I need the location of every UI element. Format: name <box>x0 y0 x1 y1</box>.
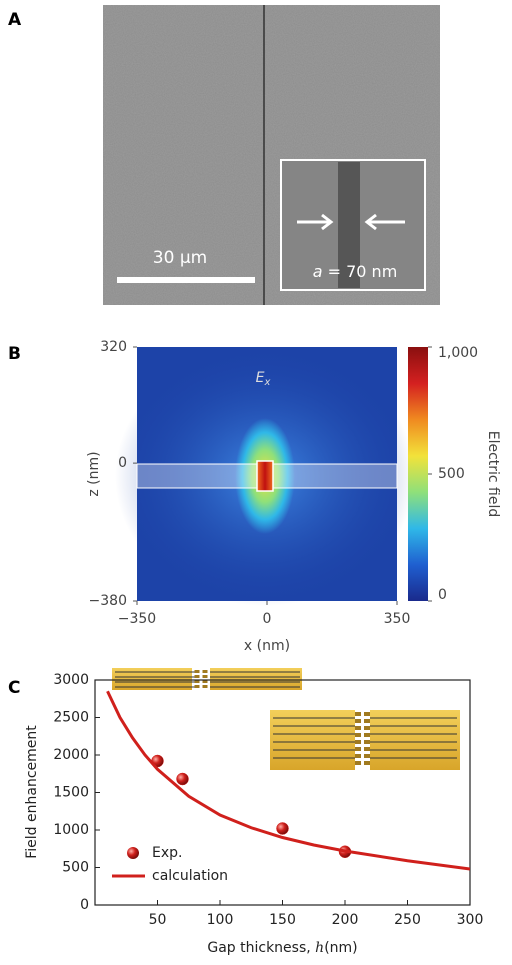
y-axis-label: z (nm) <box>86 451 102 496</box>
gap-atoms <box>355 712 370 768</box>
scale-bar <box>117 277 255 283</box>
x-tick-label: 300 <box>457 912 484 928</box>
x-label-unit: (nm) <box>324 940 357 956</box>
metal <box>210 668 302 690</box>
y-tick-label: 500 <box>62 860 89 876</box>
x-label-text: Gap thickness, <box>207 940 315 956</box>
x-axis-label: x (nm) <box>244 638 290 654</box>
x-tick-label: −350 <box>118 611 156 627</box>
x-tick-label: 50 <box>149 912 167 928</box>
colorbar-tick-label: 500 <box>438 466 465 482</box>
field-symbol: E <box>256 370 265 386</box>
y-axis-label: Field enhancement <box>24 725 40 859</box>
calculation-line <box>106 690 470 871</box>
x-tick-label: 100 <box>207 912 234 928</box>
x-tick-label: 150 <box>269 912 296 928</box>
data-point <box>176 772 189 786</box>
data-point <box>276 822 289 835</box>
colorbar <box>408 347 428 601</box>
arrow <box>364 213 405 231</box>
field-subscript: x <box>263 377 270 388</box>
legend-marker <box>127 847 139 859</box>
metal <box>270 710 355 770</box>
x-tick-label: 350 <box>384 611 411 627</box>
x-tick-label: 200 <box>332 912 359 928</box>
inset-label: a = 70 nm <box>313 262 398 281</box>
y-tick-label: 1500 <box>53 785 89 801</box>
y-tick-label: −380 <box>89 593 127 609</box>
inset-gap <box>338 162 360 288</box>
panel-label: A <box>8 10 22 30</box>
inset-variable: a <box>313 262 323 281</box>
arrow <box>297 213 334 231</box>
colorbar-tick-label: 0 <box>438 587 447 603</box>
x-tick-label: 250 <box>394 912 421 928</box>
y-tick-label: 2500 <box>53 710 89 726</box>
x-tick-label: 0 <box>263 611 272 627</box>
x-label-variable: h <box>315 940 324 956</box>
scale-bar-label: 30 μm <box>153 248 207 268</box>
y-tick-label: 1000 <box>53 822 89 838</box>
panel-label: C <box>8 678 20 698</box>
metal <box>112 668 192 690</box>
legend-label: Exp. <box>152 845 182 861</box>
y-tick-label: 0 <box>118 455 127 471</box>
metal <box>370 710 460 770</box>
colorbar-tick-label: 1,000 <box>438 345 478 361</box>
field-label: Ex <box>256 370 271 388</box>
x-axis-label: Gap thickness, h(nm) <box>207 940 357 956</box>
colorbar-label: Electric field <box>485 431 501 518</box>
y-tick-label: 0 <box>80 897 89 913</box>
schematic <box>112 668 460 770</box>
legend-label: calculation <box>152 868 228 884</box>
y-tick-label: 3000 <box>53 672 89 688</box>
y-tick-label: 320 <box>100 339 127 355</box>
inset-text: = 70 nm <box>328 262 398 281</box>
field-lines <box>115 671 300 688</box>
field-map <box>115 346 415 606</box>
panel-label: B <box>8 344 21 364</box>
field-lines <box>273 717 457 759</box>
y-tick-label: 2000 <box>53 747 89 763</box>
gap <box>256 460 274 492</box>
